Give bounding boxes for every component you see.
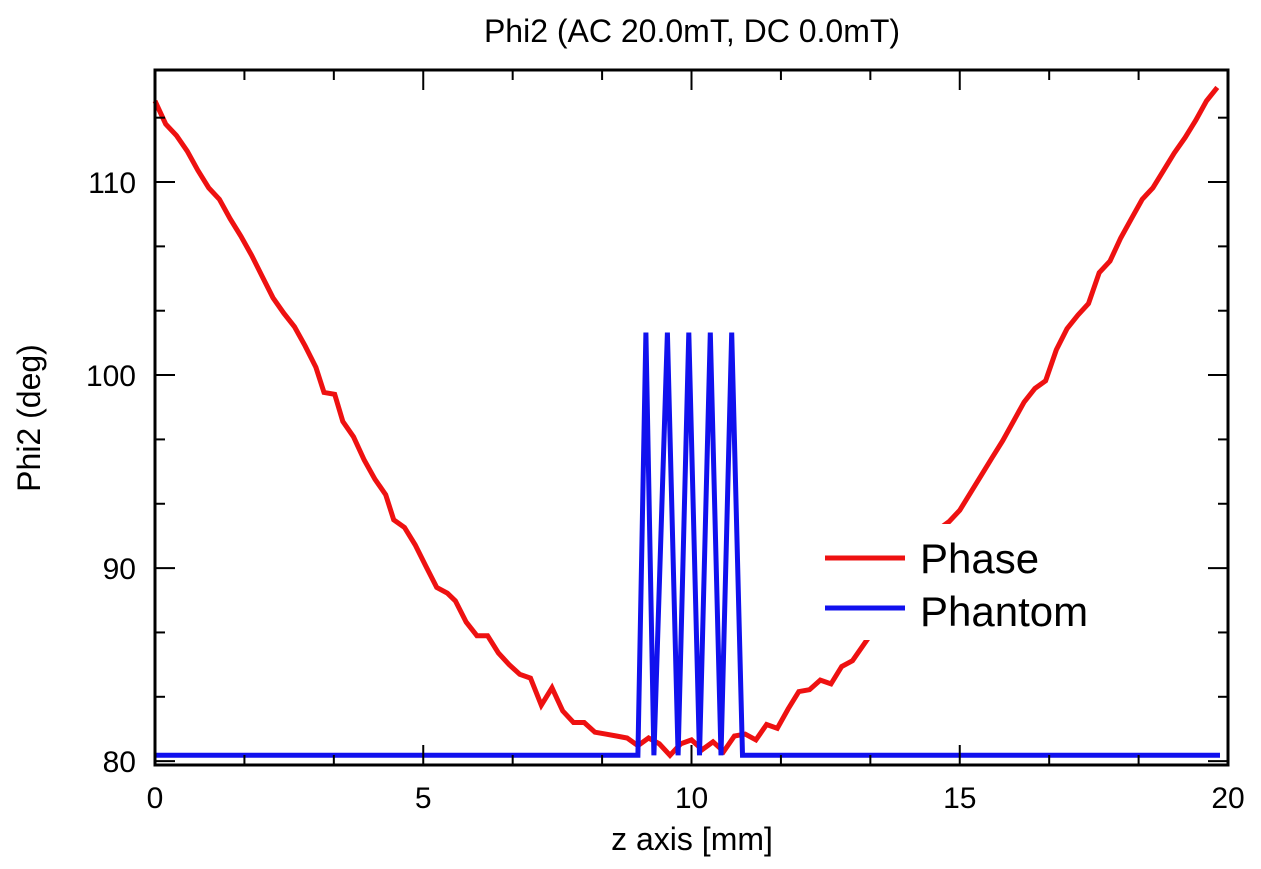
y-axis-title: Phi2 (deg) [11,344,47,492]
chart-title: Phi2 (AC 20.0mT, DC 0.0mT) [484,13,900,49]
x-tick-label: 10 [675,782,708,815]
y-tick-label: 110 [88,167,136,200]
x-tick-label: 0 [147,782,164,815]
x-tick-label: 5 [415,782,432,815]
legend: Phase Phantom [808,524,1138,640]
series-layer [152,85,1220,759]
tick-labels-layer: 0 5 10 15 20 80 90 100 110 [86,167,1245,815]
y-tick-label: 100 [86,360,136,393]
plot-frame [153,68,1230,767]
y-tick-label: 80 [103,746,136,779]
legend-label-phantom: Phantom [920,588,1088,635]
legend-label-phase: Phase [920,535,1039,582]
x-tick-label: 15 [943,782,976,815]
ticks-layer [155,70,1228,765]
series-line-phantom [155,332,1220,758]
legend-background [808,524,1138,640]
x-axis-title: z axis [mm] [611,821,773,857]
x-tick-label: 20 [1211,782,1244,815]
y-tick-label: 90 [103,553,136,586]
